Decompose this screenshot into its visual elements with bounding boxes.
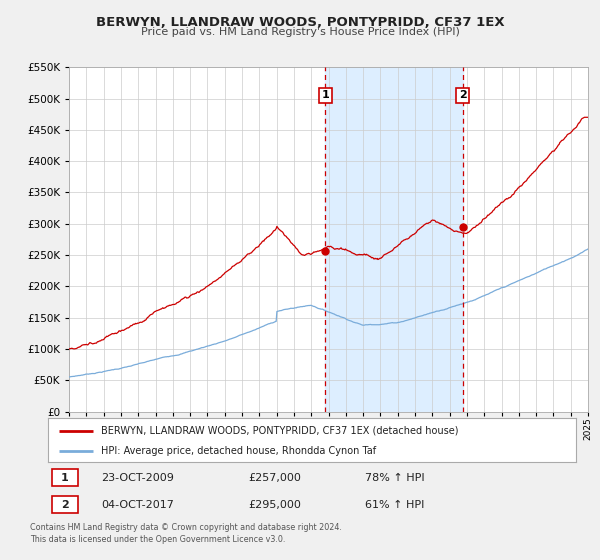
Text: 2: 2 [61, 500, 69, 510]
Text: BERWYN, LLANDRAW WOODS, PONTYPRIDD, CF37 1EX (detached house): BERWYN, LLANDRAW WOODS, PONTYPRIDD, CF37… [101, 426, 458, 436]
Text: Contains HM Land Registry data © Crown copyright and database right 2024.
This d: Contains HM Land Registry data © Crown c… [30, 523, 342, 544]
Text: 1: 1 [322, 90, 329, 100]
Text: £257,000: £257,000 [248, 473, 302, 483]
Text: BERWYN, LLANDRAW WOODS, PONTYPRIDD, CF37 1EX: BERWYN, LLANDRAW WOODS, PONTYPRIDD, CF37… [95, 16, 505, 29]
Text: £295,000: £295,000 [248, 500, 302, 510]
Text: HPI: Average price, detached house, Rhondda Cynon Taf: HPI: Average price, detached house, Rhon… [101, 446, 376, 456]
Text: 2: 2 [459, 90, 467, 100]
FancyBboxPatch shape [52, 469, 77, 486]
Text: 23-OCT-2009: 23-OCT-2009 [101, 473, 173, 483]
Bar [325, 67, 463, 412]
Text: 78% ↑ HPI: 78% ↑ HPI [365, 473, 424, 483]
Text: Price paid vs. HM Land Registry's House Price Index (HPI): Price paid vs. HM Land Registry's House … [140, 27, 460, 37]
FancyBboxPatch shape [52, 496, 77, 513]
Text: 1: 1 [61, 473, 69, 483]
Text: 61% ↑ HPI: 61% ↑ HPI [365, 500, 424, 510]
Text: 04-OCT-2017: 04-OCT-2017 [101, 500, 173, 510]
